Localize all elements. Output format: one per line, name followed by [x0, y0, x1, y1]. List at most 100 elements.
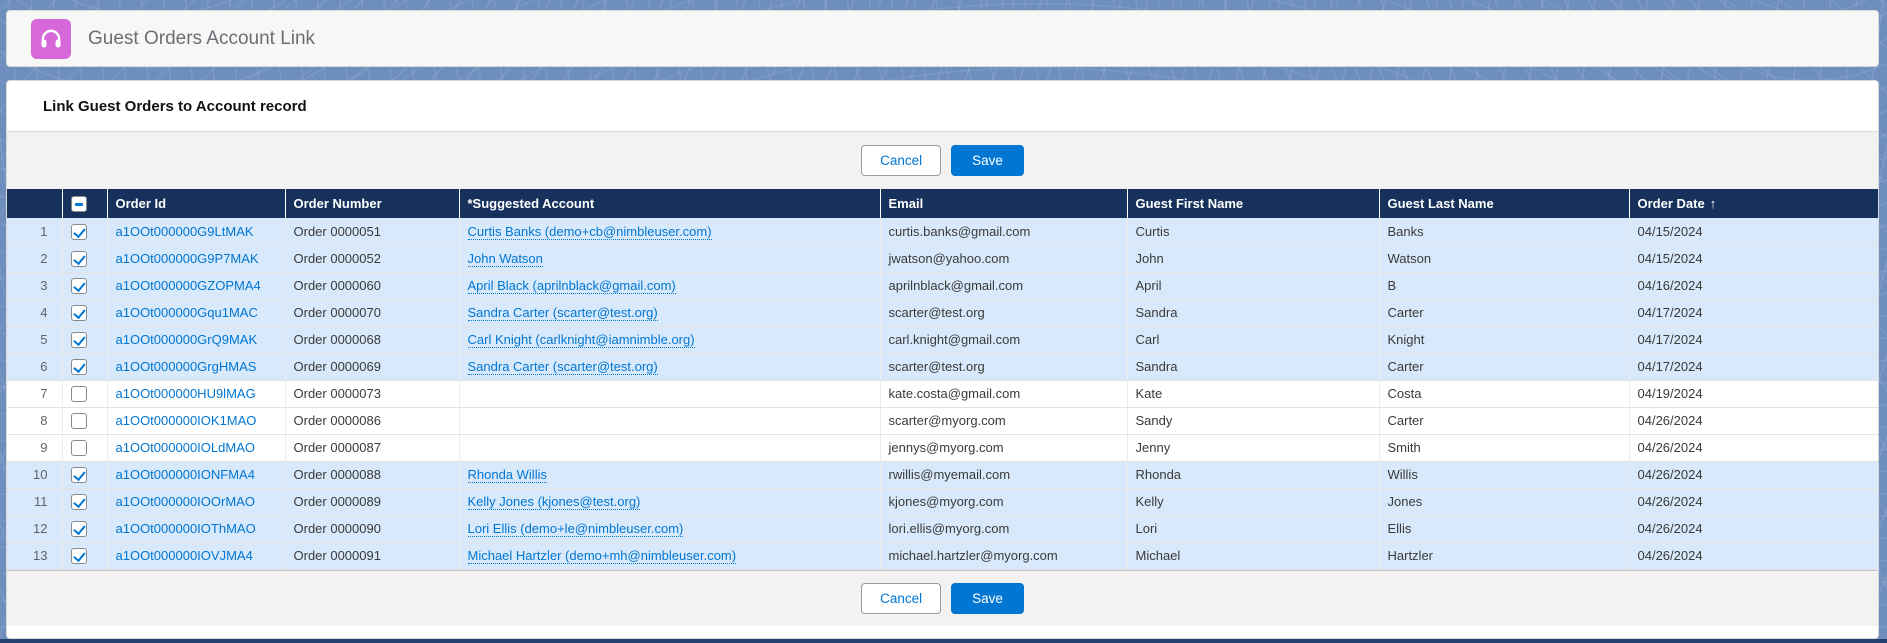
- email-cell: aprilnblack@gmail.com: [879, 272, 1127, 300]
- last-name-cell: Carter: [1378, 299, 1629, 327]
- email-cell: curtis.banks@gmail.com: [879, 218, 1127, 246]
- row-checkbox-cell: [61, 461, 107, 489]
- last-name-cell: Knight: [1378, 326, 1629, 354]
- order-id-link[interactable]: a1OOt000000G9P7MAK: [115, 251, 259, 266]
- save-button[interactable]: Save: [951, 582, 1024, 614]
- table-row: 5 a1OOt000000GrQ9MAK Order 0000068 Carl Kni…: [7, 326, 1878, 354]
- row-checkbox[interactable]: [70, 223, 87, 240]
- suggested-account-link[interactable]: Curtis Banks (demo+cb@nimbleuser.com): [467, 223, 712, 240]
- order-number-cell: Order 0000060: [284, 272, 459, 300]
- suggested-account-link[interactable]: John Watson: [467, 251, 543, 267]
- table-row: 7 a1OOt000000HU9lMAG Order 0000073 kate.cos…: [7, 380, 1878, 408]
- order-id-link[interactable]: a1OOt000000GZOPMA4: [115, 278, 261, 293]
- suggested-account-link[interactable]: Kelly Jones (kjones@test.org): [467, 494, 641, 510]
- app-header: Guest Orders Account Link: [6, 10, 1879, 67]
- suggested-account-cell: [458, 434, 880, 462]
- order-id-link[interactable]: a1OOt000000HU9lMAG: [115, 386, 256, 401]
- suggested-account-link[interactable]: Sandra Carter (scarter@test.org): [467, 359, 658, 375]
- table-row: 12 a1OOt000000IOThMAO Order 0000090 Lori El…: [7, 515, 1878, 543]
- select-all-checkbox[interactable]: [70, 195, 87, 212]
- column-header-first-name[interactable]: Guest First Name: [1126, 189, 1379, 218]
- last-name-cell: Smith: [1378, 434, 1629, 462]
- order-date-cell: 04/17/2024: [1628, 326, 1878, 354]
- suggested-account-cell: Kelly Jones (kjones@test.org): [458, 488, 880, 516]
- column-header-order-id[interactable]: Order Id: [106, 189, 285, 218]
- order-id-link[interactable]: a1OOt000000IOOrMAO: [115, 494, 255, 509]
- order-date-cell: 04/16/2024: [1628, 272, 1878, 300]
- email-cell: jennys@myorg.com: [879, 434, 1127, 462]
- column-header-last-name[interactable]: Guest Last Name: [1378, 189, 1629, 218]
- order-number-cell: Order 0000052: [284, 245, 459, 273]
- last-name-cell: Banks: [1378, 218, 1629, 246]
- order-id-cell: a1OOt000000GrgHMAS: [106, 353, 285, 381]
- suggested-account-link[interactable]: Sandra Carter (scarter@test.org): [467, 305, 658, 321]
- table-row: 11 a1OOt000000IOOrMAO Order 0000089 Kelly J…: [7, 488, 1878, 516]
- order-id-cell: a1OOt000000IOOrMAO: [106, 488, 285, 516]
- order-id-cell: a1OOt000000HU9lMAG: [106, 380, 285, 408]
- row-checkbox-cell: [61, 245, 107, 273]
- row-number-header: [7, 189, 62, 218]
- row-checkbox[interactable]: [70, 358, 87, 375]
- row-checkbox[interactable]: [70, 520, 87, 537]
- order-id-link[interactable]: a1OOt000000G9LtMAK: [115, 223, 254, 239]
- suggested-account-cell: Curtis Banks (demo+cb@nimbleuser.com): [458, 218, 880, 246]
- first-name-cell: Sandra: [1126, 299, 1379, 327]
- order-id-cell: a1OOt000000G9P7MAK: [106, 245, 285, 273]
- suggested-account-link[interactable]: Carl Knight (carlknight@iamnimble.org): [467, 332, 695, 348]
- last-name-cell: Costa: [1378, 380, 1629, 408]
- order-id-link[interactable]: a1OOt000000GrgHMAS: [115, 359, 257, 374]
- row-checkbox[interactable]: [70, 385, 87, 402]
- column-header-order-date[interactable]: Order Date ↑: [1628, 189, 1878, 218]
- email-cell: michael.hartzler@myorg.com: [879, 542, 1127, 570]
- email-cell: kate.costa@gmail.com: [879, 380, 1127, 408]
- cancel-button[interactable]: Cancel: [861, 145, 942, 176]
- row-checkbox[interactable]: [70, 439, 87, 456]
- order-id-link[interactable]: a1OOt000000IOLdMAO: [115, 440, 255, 455]
- row-checkbox[interactable]: [70, 331, 87, 348]
- order-number-cell: Order 0000087: [284, 434, 459, 462]
- suggested-account-link[interactable]: April Black (aprilnblack@gmail.com): [467, 278, 676, 294]
- order-id-link[interactable]: a1OOt000000IOK1MAO: [115, 413, 257, 428]
- row-checkbox[interactable]: [70, 547, 87, 564]
- row-checkbox[interactable]: [70, 466, 87, 483]
- order-date-cell: 04/17/2024: [1628, 299, 1878, 327]
- order-id-cell: a1OOt000000IOThMAO: [106, 515, 285, 543]
- row-checkbox[interactable]: [70, 412, 87, 429]
- order-id-cell: a1OOt000000IONFMA4: [106, 461, 285, 489]
- order-date-cell: 04/26/2024: [1628, 542, 1878, 570]
- order-id-link[interactable]: a1OOt000000IONFMA4: [115, 467, 255, 482]
- row-checkbox[interactable]: [70, 493, 87, 510]
- row-number: 11: [7, 488, 62, 516]
- order-number-cell: Order 0000051: [284, 218, 459, 246]
- order-id-link[interactable]: a1OOt000000Gqu1MAC: [115, 305, 258, 320]
- order-id-link[interactable]: a1OOt000000IOVJMA4: [115, 548, 253, 563]
- first-name-cell: Jenny: [1126, 434, 1379, 462]
- email-cell: lori.ellis@myorg.com: [879, 515, 1127, 543]
- cancel-button[interactable]: Cancel: [861, 582, 942, 614]
- order-id-link[interactable]: a1OOt000000GrQ9MAK: [115, 332, 258, 347]
- row-checkbox[interactable]: [70, 277, 87, 294]
- row-checkbox[interactable]: [70, 304, 87, 321]
- suggested-account-link[interactable]: Michael Hartzler (demo+mh@nimbleuser.com…: [467, 548, 737, 564]
- app-title: Guest Orders Account Link: [88, 27, 316, 49]
- table-row: 10 a1OOt000000IONFMA4 Order 0000088 Rhonda …: [7, 461, 1878, 489]
- row-checkbox-cell: [61, 380, 107, 408]
- suggested-account-link[interactable]: Rhonda Willis: [467, 467, 547, 483]
- order-id-link[interactable]: a1OOt000000IOThMAO: [115, 521, 256, 536]
- row-number: 6: [7, 353, 62, 381]
- row-checkbox-cell: [61, 542, 107, 570]
- order-id-cell: a1OOt000000IOVJMA4: [106, 542, 285, 570]
- suggested-account-link[interactable]: Lori Ellis (demo+le@nimbleuser.com): [467, 521, 684, 537]
- bottom-action-bar: Cancel Save: [7, 569, 1878, 626]
- table-row: 3 a1OOt000000GZOPMA4 Order 0000060 April Bl…: [7, 272, 1878, 300]
- email-cell: kjones@myorg.com: [879, 488, 1127, 516]
- column-header-order-number[interactable]: Order Number: [284, 189, 459, 218]
- column-header-suggested-account[interactable]: *Suggested Account: [458, 189, 880, 218]
- last-name-cell: B: [1378, 272, 1629, 300]
- panel-title: Link Guest Orders to Account record: [7, 81, 1878, 131]
- column-header-email[interactable]: Email: [879, 189, 1127, 218]
- headset-icon: [31, 18, 71, 59]
- save-button[interactable]: Save: [951, 145, 1024, 176]
- row-checkbox-cell: [61, 299, 107, 327]
- row-checkbox[interactable]: [70, 250, 87, 267]
